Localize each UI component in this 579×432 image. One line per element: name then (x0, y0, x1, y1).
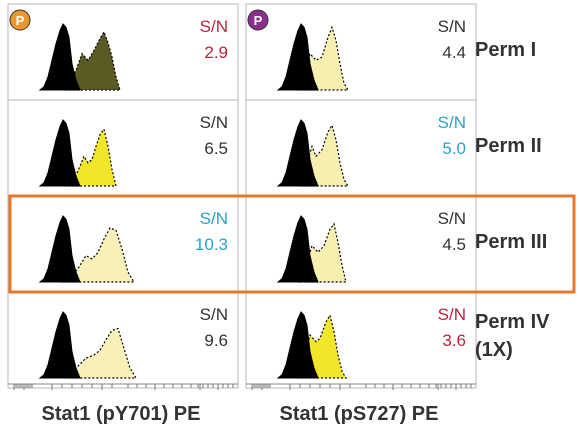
sn-value-c0-r3: 9.6 (204, 331, 228, 350)
sn-label-c0-r3: S/N (200, 305, 228, 324)
highlight-frame-perm-iii (8, 194, 576, 294)
control-histogram-c1-r3 (276, 311, 319, 379)
row-label-2: Perm III (475, 231, 547, 253)
control-histogram-c1-r0 (276, 23, 319, 91)
control-histogram-c1-r2 (276, 215, 319, 283)
sn-label-c1-r2: S/N (438, 209, 466, 228)
phospho-marker-label-c1: P (254, 13, 263, 28)
row-label-line2-3: (1X) (475, 339, 513, 361)
x-axis-label-c0: Stat1 (pY701) PE (42, 403, 201, 425)
control-histogram-c1-r1 (276, 119, 319, 187)
stained-histogram-c0-r3 (61, 327, 138, 379)
sn-value-c0-r1: 6.5 (204, 139, 228, 158)
phospho-marker-label-c0: P (16, 13, 25, 28)
control-histogram-c0-r0 (38, 23, 81, 91)
stained-histogram-c0-r0 (62, 30, 121, 91)
stained-histogram-c0-r2 (62, 227, 136, 283)
sn-label-c1-r1: S/N (438, 113, 466, 132)
sn-label-c0-r2: S/N (200, 209, 228, 228)
sn-label-c1-r3: S/N (438, 305, 466, 324)
x-axis-label-c1: Stat1 (pS727) PE (280, 403, 439, 425)
control-histogram-c0-r3 (38, 311, 81, 379)
sn-label-c0-r1: S/N (200, 113, 228, 132)
sn-label-c1-r0: S/N (438, 17, 466, 36)
sn-label-c0-r0: S/N (200, 17, 228, 36)
sn-value-c0-r0: 2.9 (204, 43, 228, 62)
sn-value-c1-r1: 5.0 (442, 139, 466, 158)
row-label-0: Perm I (475, 39, 536, 61)
sn-value-c0-r2: 10.3 (195, 235, 228, 254)
row-label-1: Perm II (475, 135, 542, 157)
phospho-marker-c1 (247, 9, 269, 31)
control-histogram-c0-r1 (38, 119, 81, 187)
row-label-3: Perm IV (475, 311, 550, 333)
phospho-marker-c0 (9, 9, 31, 31)
sn-value-c1-r3: 3.6 (442, 331, 466, 350)
sn-value-c1-r2: 4.5 (442, 235, 466, 254)
control-histogram-c0-r2 (38, 215, 81, 283)
stained-histogram-c0-r1 (66, 127, 117, 187)
sn-value-c1-r0: 4.4 (442, 43, 466, 62)
